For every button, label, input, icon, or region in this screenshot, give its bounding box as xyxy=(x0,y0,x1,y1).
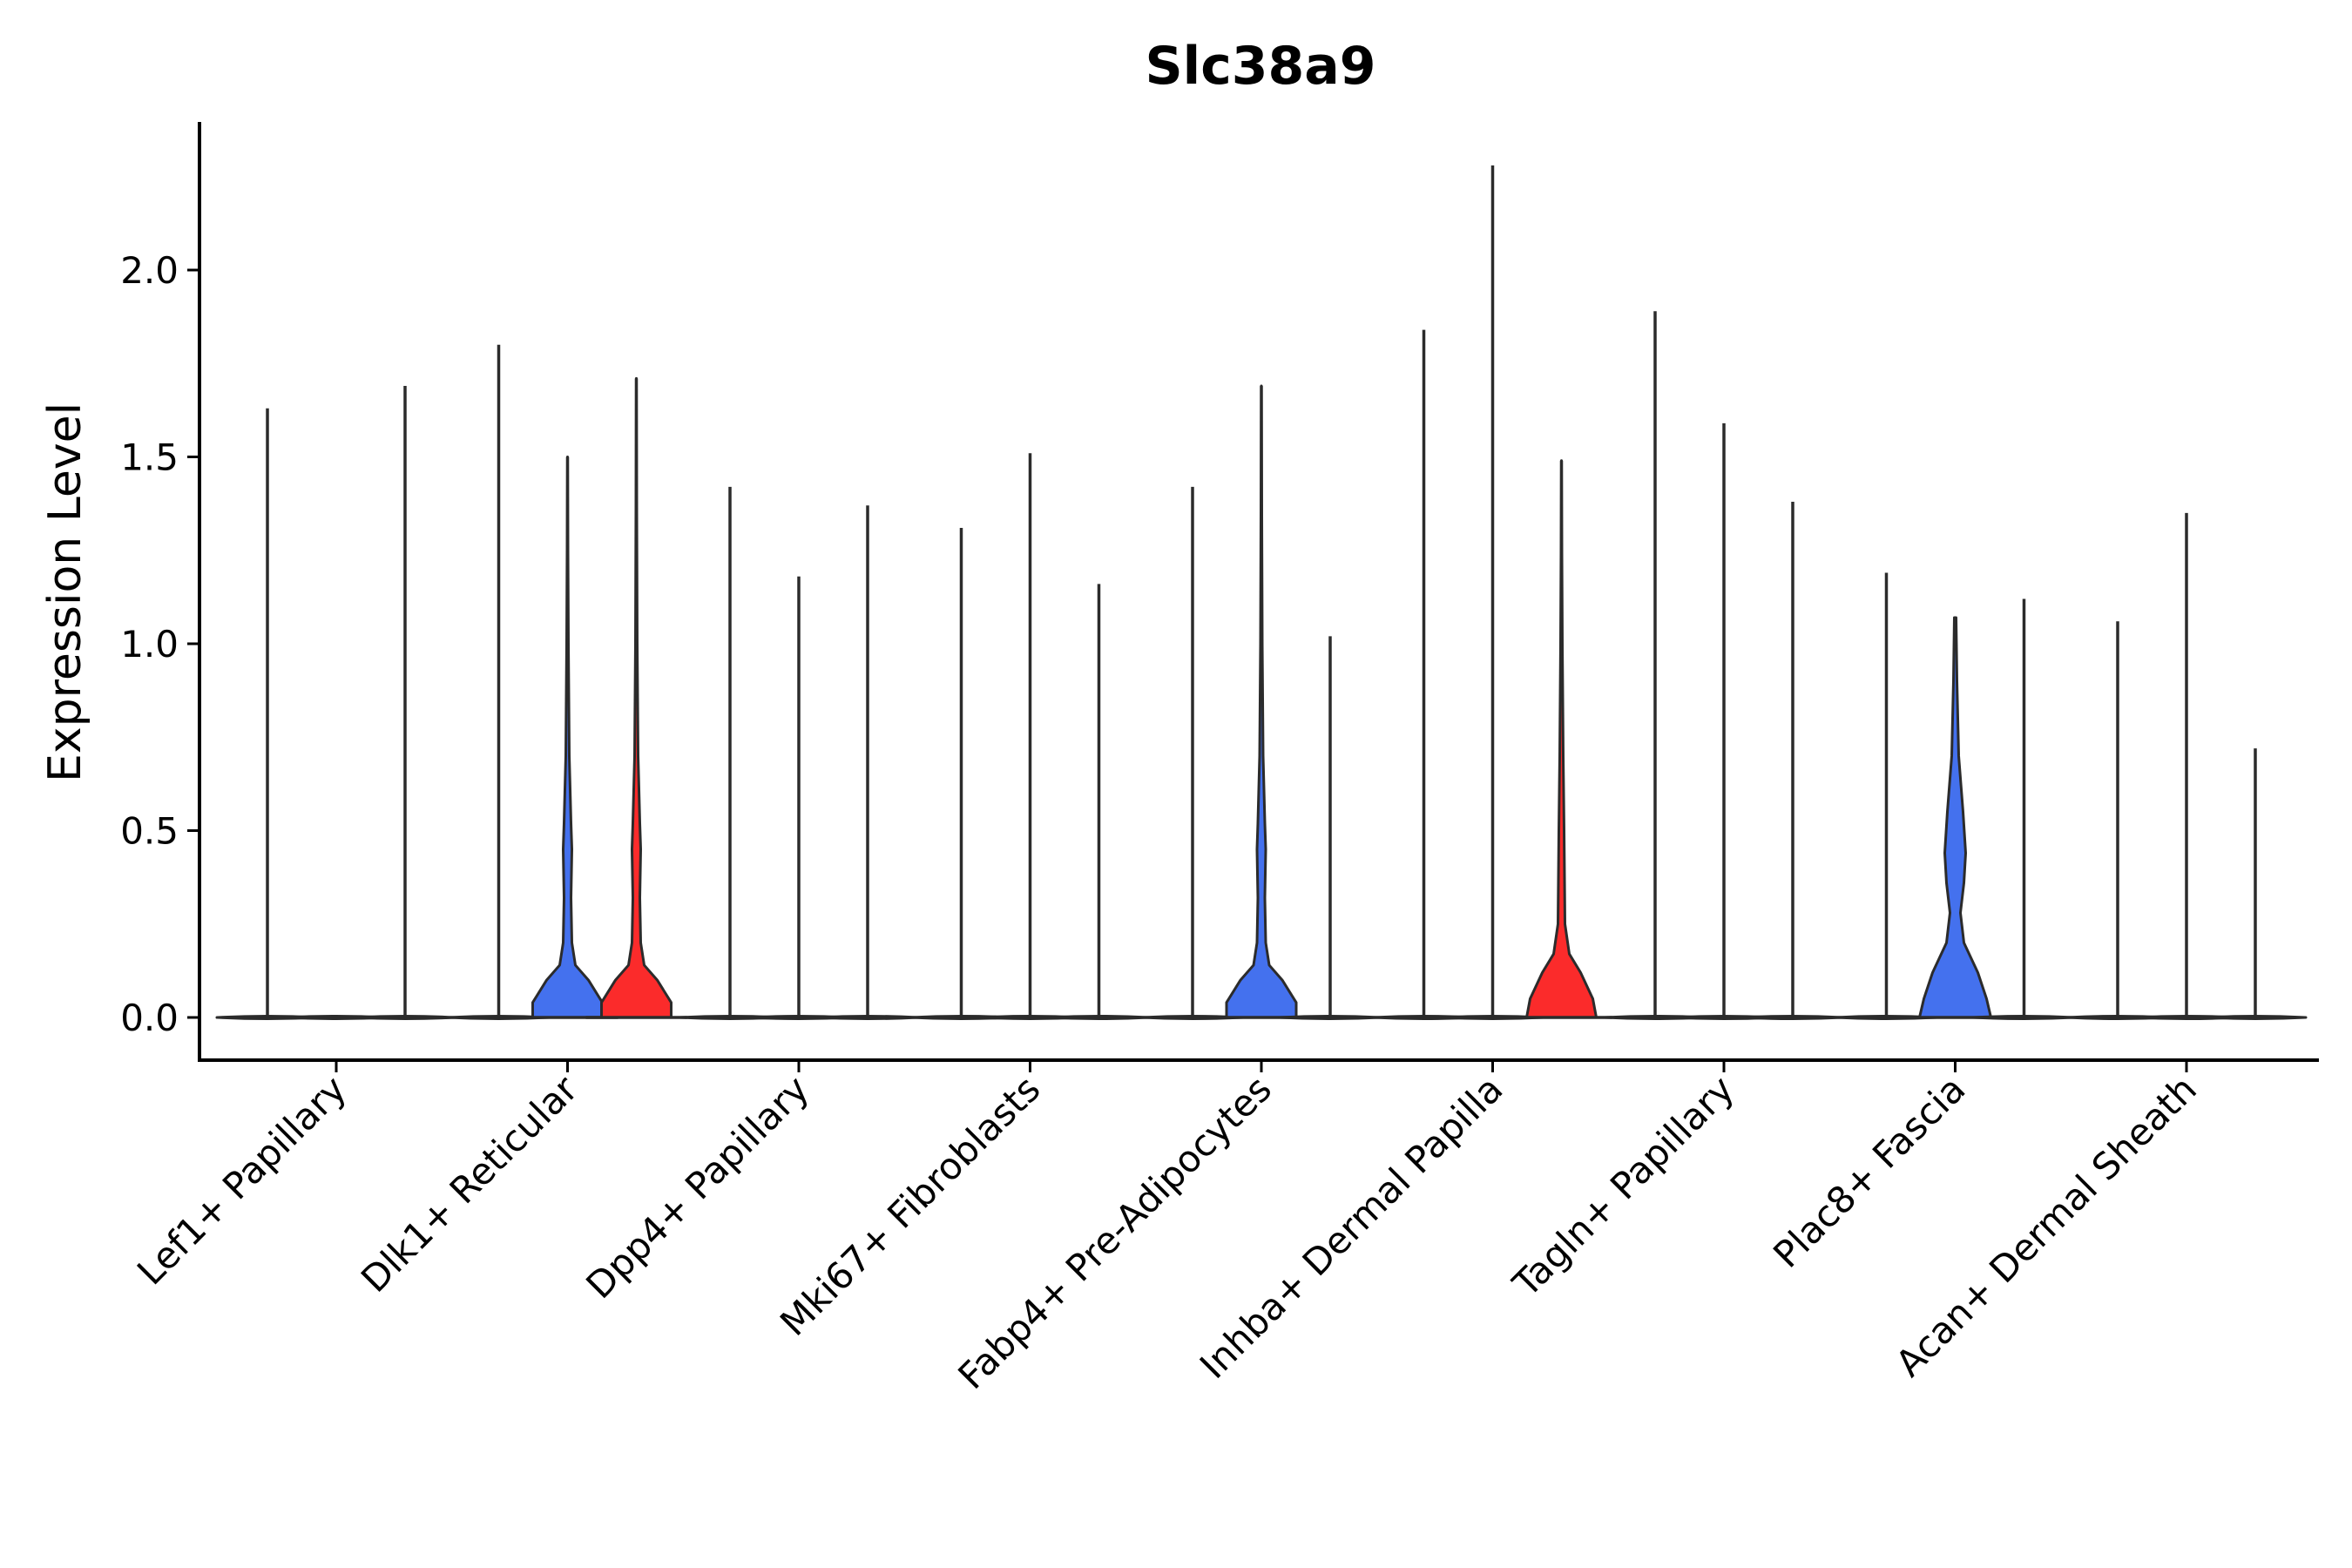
violin xyxy=(1904,616,2006,1019)
violin-body xyxy=(815,1015,920,1020)
violin xyxy=(1441,165,1544,1020)
violin xyxy=(1972,598,2076,1020)
y-tick-label: 1.5 xyxy=(120,436,179,479)
violin xyxy=(1511,459,1612,1019)
violin xyxy=(1211,384,1312,1019)
violin xyxy=(815,505,920,1020)
violin xyxy=(585,376,687,1019)
violin xyxy=(517,456,618,1019)
violin-body xyxy=(600,376,672,1019)
violin-body xyxy=(2203,1015,2308,1020)
y-tick-label: 1.0 xyxy=(120,623,179,666)
violin xyxy=(215,408,320,1020)
x-tick-label: Lef1+ Papillary xyxy=(129,1067,355,1293)
violin-body xyxy=(1047,1015,1151,1020)
violin xyxy=(1372,329,1476,1020)
violin xyxy=(2065,621,2170,1020)
y-axis-ticks: 0.0 0.5 1.0 1.5 2.0 xyxy=(120,249,199,1039)
violin-body xyxy=(353,1015,457,1020)
violin-body xyxy=(1972,1015,2076,1020)
violin xyxy=(447,344,551,1020)
x-tick-label: Dlk1+ Reticular xyxy=(353,1067,586,1301)
violin xyxy=(1278,636,1382,1020)
violin xyxy=(1603,311,1707,1020)
y-tick-label: 2.0 xyxy=(120,249,179,292)
violin-body xyxy=(531,456,604,1019)
x-tick-label: Mki67+ Fibroblasts xyxy=(772,1067,1048,1343)
y-axis-label: Expression Level xyxy=(39,402,91,782)
violin-body xyxy=(1740,1015,1845,1020)
violin xyxy=(1047,584,1151,1020)
chart-title: Slc38a9 xyxy=(1145,36,1375,97)
violin xyxy=(2203,748,2308,1020)
violin xyxy=(1835,572,1938,1020)
x-tick-label: Tagln+ Papillary xyxy=(1504,1067,1742,1305)
violin xyxy=(747,576,851,1020)
x-tick-label: Dpp4+ Papillary xyxy=(578,1067,817,1307)
violin-body xyxy=(1918,616,1992,1019)
violin xyxy=(909,528,1013,1020)
violin xyxy=(1740,501,1845,1020)
violin-body xyxy=(1225,384,1298,1019)
y-tick-label: 0.0 xyxy=(120,997,179,1039)
violin xyxy=(678,486,782,1020)
violin xyxy=(1140,486,1245,1020)
x-tick-label: Plac8+ Fascia xyxy=(1765,1067,1973,1275)
violin xyxy=(1672,422,1776,1020)
violin-body xyxy=(1278,1015,1382,1020)
violin-body xyxy=(1525,459,1598,1019)
violin xyxy=(2134,512,2239,1020)
plot-area xyxy=(215,165,2308,1020)
violin xyxy=(353,385,457,1020)
y-tick-label: 0.5 xyxy=(120,810,179,853)
violin xyxy=(978,453,1082,1020)
